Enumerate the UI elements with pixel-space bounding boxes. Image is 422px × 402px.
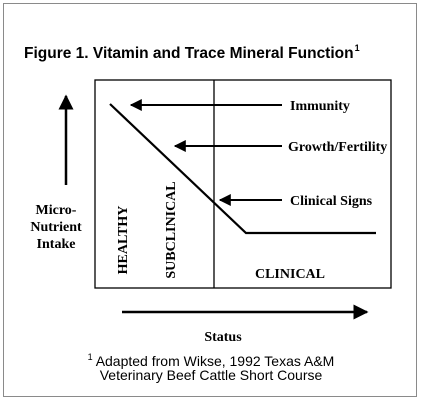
figure-title-footnote-mark: 1 bbox=[354, 43, 360, 53]
growth-label: Growth/Fertility bbox=[288, 140, 387, 155]
caption-line1-text: Adapted from Wikse, 1992 Texas A&M bbox=[95, 353, 335, 369]
y-axis-label-line1: Micro- bbox=[36, 203, 77, 218]
figure-title-text: Figure 1. Vitamin and Trace Mineral Func… bbox=[24, 45, 354, 62]
x-axis-label: Status bbox=[204, 330, 242, 345]
figure-frame bbox=[3, 3, 417, 397]
zone-label-subclinical: SUBCLINICAL bbox=[164, 181, 179, 278]
zone-label-clinical: CLINICAL bbox=[255, 267, 325, 282]
response-curve bbox=[109, 103, 376, 235]
caption-line2: Veterinary Beef Cattle Short Course bbox=[99, 367, 323, 383]
y-axis-label-line2: Nutrient bbox=[30, 220, 82, 235]
clinical-signs-label: Clinical Signs bbox=[290, 194, 373, 209]
y-axis-label-line3: Intake bbox=[37, 237, 76, 252]
zone-label-healthy: HEALTHY bbox=[116, 206, 131, 275]
plot-box bbox=[94, 79, 392, 289]
caption-line1: 1 Adapted from Wikse, 1992 Texas A&M bbox=[0, 348, 422, 370]
figure-title: Figure 1. Vitamin and Trace Mineral Func… bbox=[24, 43, 360, 63]
caption-footnote-mark: 1 bbox=[87, 352, 93, 362]
immunity-label: Immunity bbox=[290, 99, 350, 114]
